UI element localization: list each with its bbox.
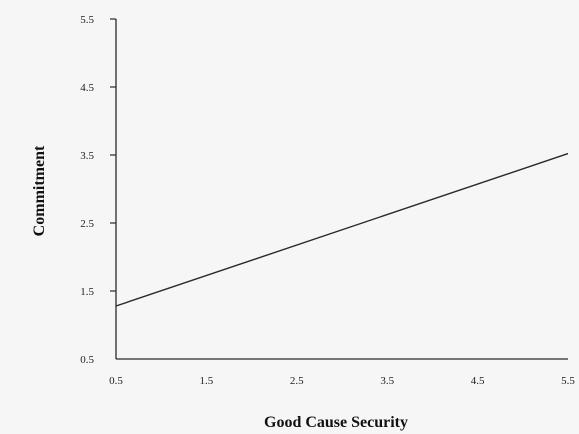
y-tick-label: 2.5 [80,218,94,230]
x-tick-label: 1.5 [200,375,214,387]
y-tick-label: 4.5 [80,82,94,94]
y-tick-label: 0.5 [80,354,94,366]
y-tick-label: 5.5 [80,14,94,26]
x-tick-label: 0.5 [109,375,123,387]
series-layer [115,152,569,307]
x-tick-label: 2.5 [290,375,304,387]
x-tick-label: 5.5 [561,375,575,387]
y-tick-label: 1.5 [80,286,94,298]
y-axis: 0.5 1.5 2.5 3.5 4.5 5.5 [80,14,117,366]
series-line [115,152,569,307]
y-axis-title: Commitment [31,145,48,236]
y-tick-label: 3.5 [80,150,94,162]
x-axis: 0.5 1.5 2.5 3.5 4.5 5.5 [109,358,575,387]
x-tick-label: 4.5 [471,375,485,387]
x-tick-label: 3.5 [380,375,394,387]
x-axis-title: Good Cause Security [264,414,408,431]
